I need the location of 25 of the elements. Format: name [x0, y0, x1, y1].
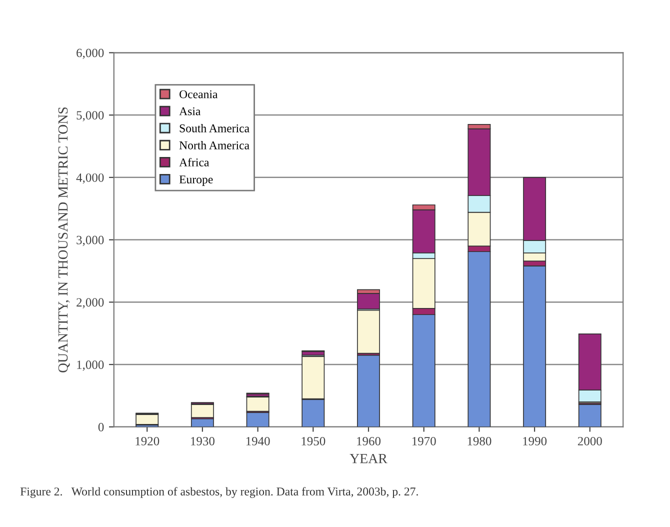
x-tick-label: 1950	[302, 436, 326, 446]
x-tick-label: 1930	[191, 436, 214, 446]
x-tick-label: 1980	[468, 436, 492, 446]
x-tick-label: 1960	[357, 436, 381, 446]
legend-label: South America	[180, 124, 250, 132]
legend-label: Africa	[179, 158, 210, 166]
x-axis-title: YEAR	[350, 454, 388, 464]
legend-label: Asia	[179, 107, 201, 116]
legend-label: Europe	[179, 176, 213, 186]
y-tick-label: 4,000	[76, 173, 104, 184]
y-tick-label: 5,000	[76, 111, 104, 122]
x-tick-label: 1920	[136, 436, 160, 446]
legend-label: Oceania	[180, 90, 218, 98]
x-tick-label: 1990	[523, 436, 547, 446]
y-axis-title: QUANTITY, IN THOUSAND METRIC TONS	[58, 107, 70, 372]
x-tick-label: 1940	[246, 436, 270, 446]
y-tick-label: 0	[98, 422, 104, 432]
y-tick-label: 1,000	[77, 360, 104, 371]
y-tick-label: 3,000	[76, 236, 104, 246]
y-tick-label: 2,000	[76, 298, 104, 308]
caption: Figure 2. World consumption of asbestos, by region. Data from Virta, 2003b, p. 27.	[20, 487, 418, 498]
legend-label: North America	[179, 141, 250, 150]
x-tick-label: 1970	[412, 436, 436, 446]
x-tick-label: 2000	[578, 436, 602, 446]
y-tick-label: 6,000	[76, 48, 104, 59]
